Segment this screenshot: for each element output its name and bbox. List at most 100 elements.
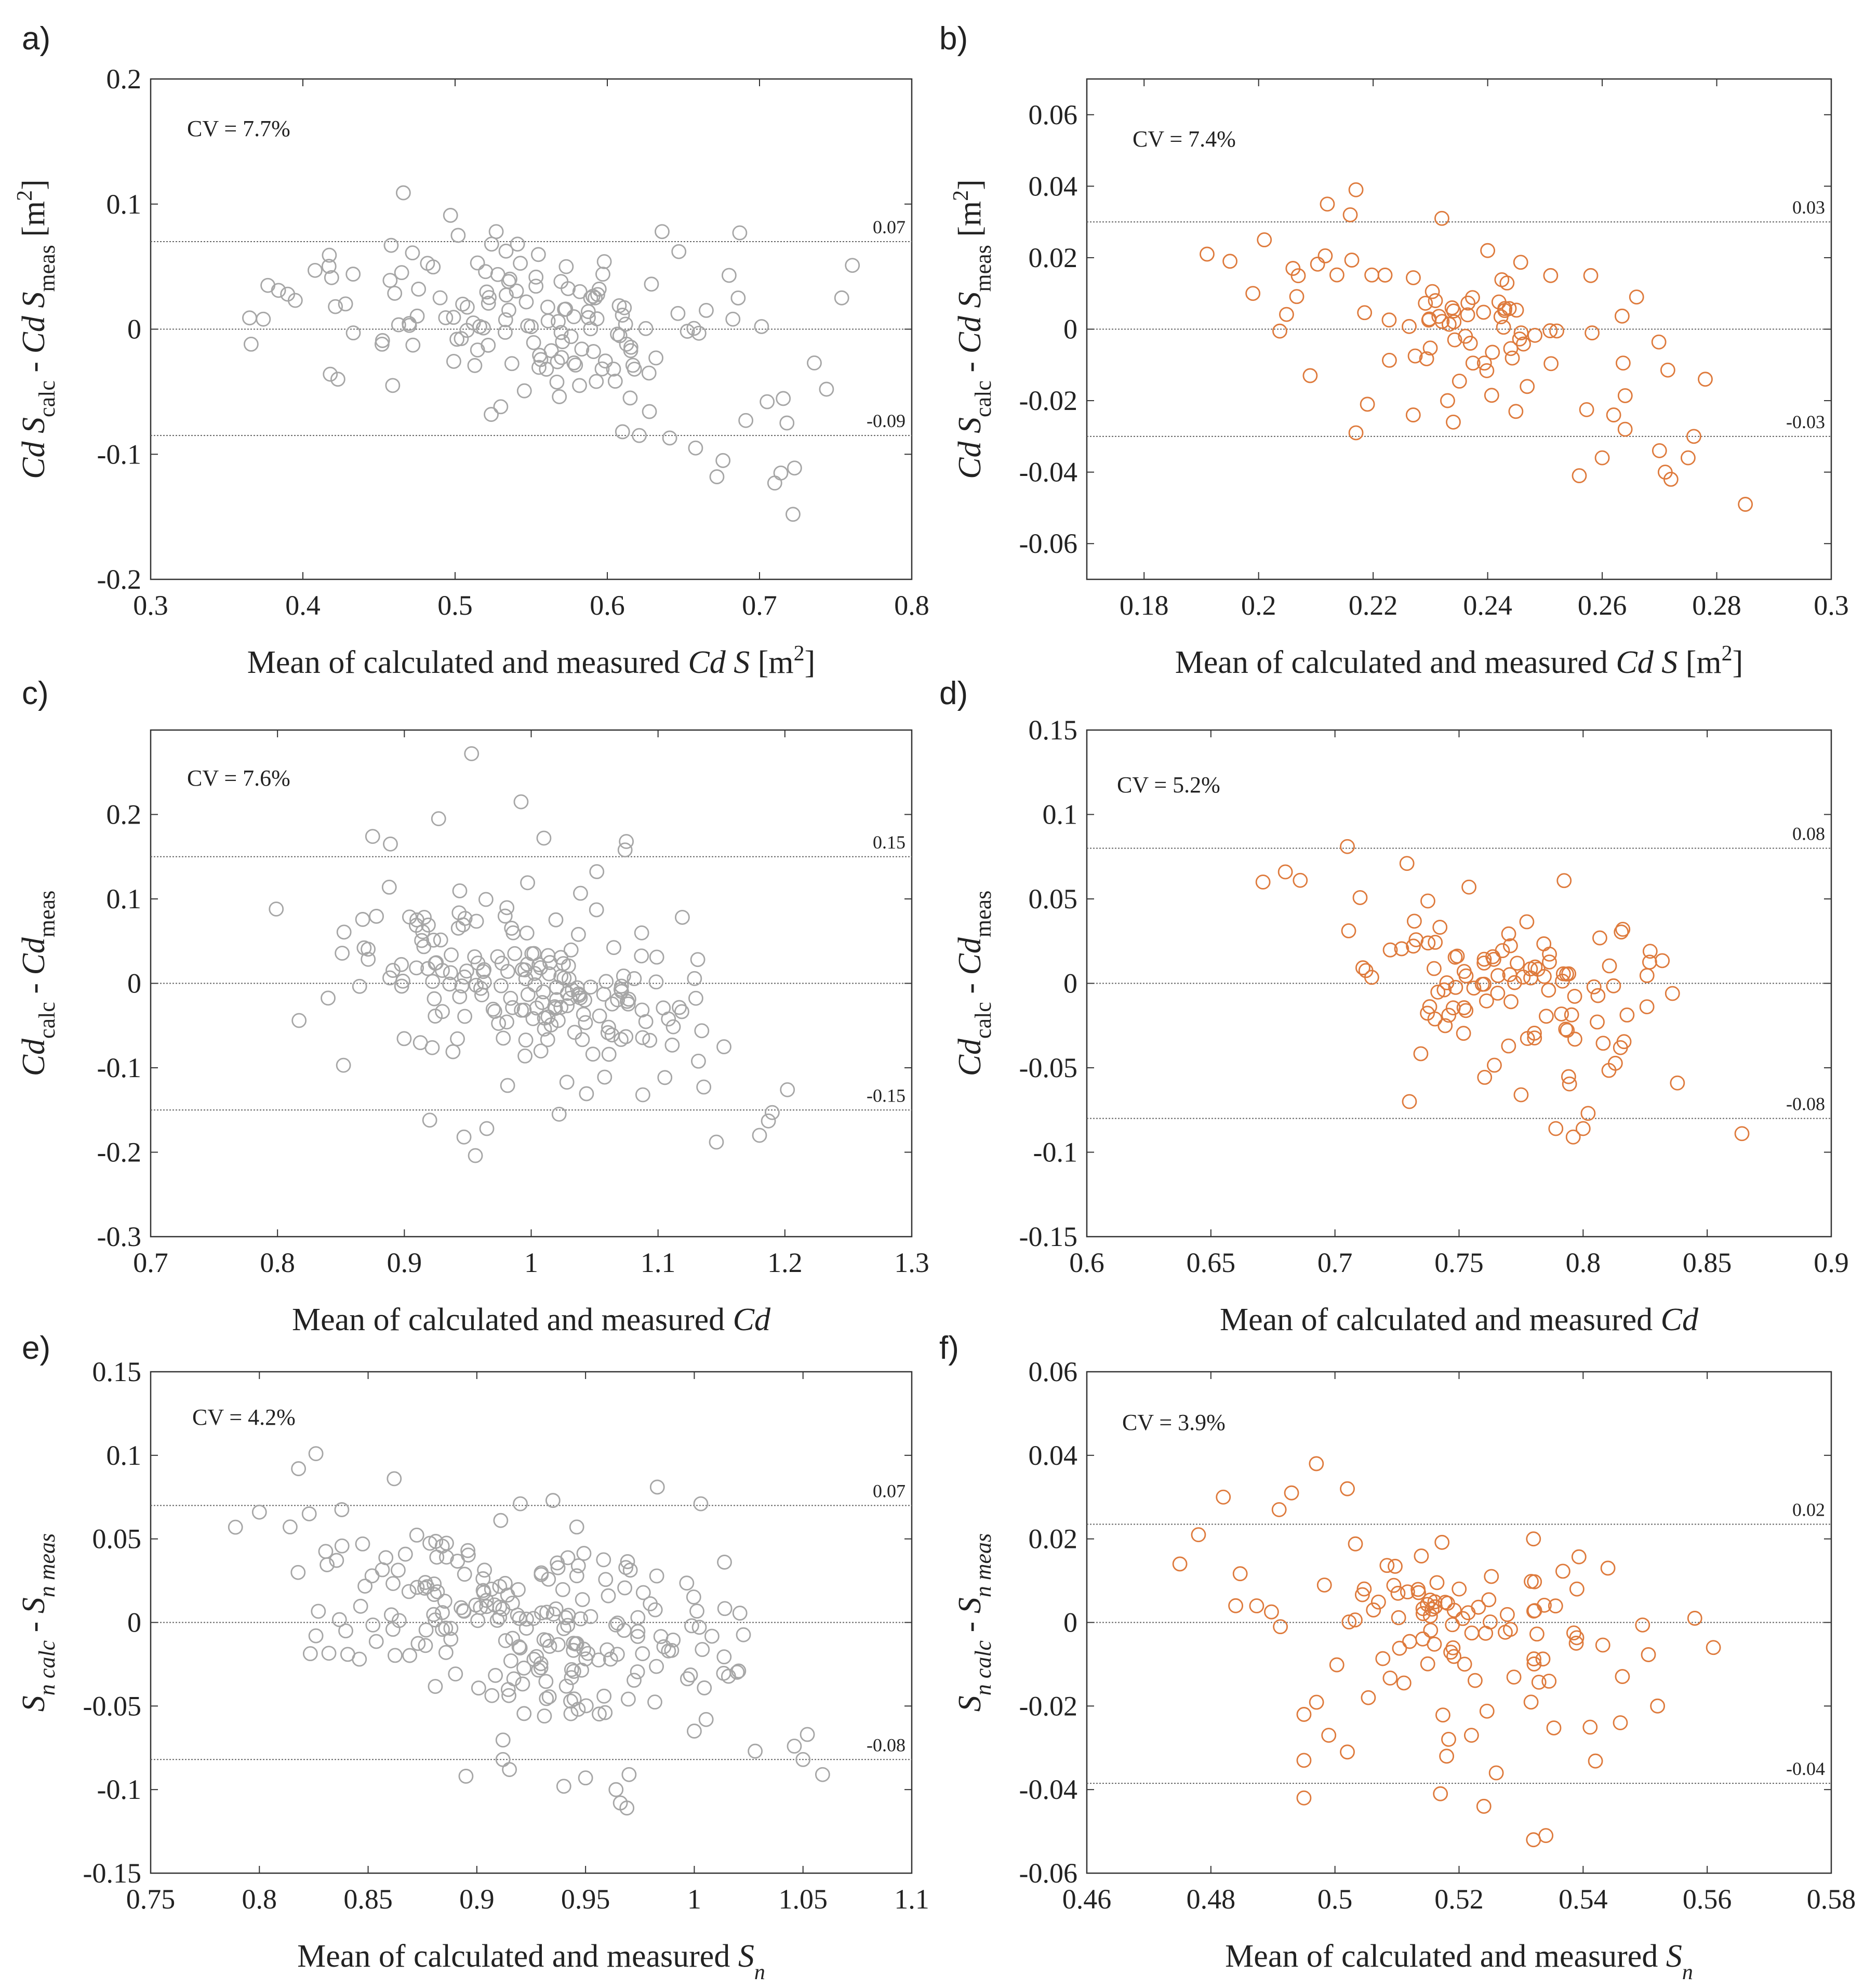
data-point [600,1642,615,1658]
data-point [1580,1106,1596,1121]
data-point [514,1002,529,1018]
x-tick-label: 0.75 [126,1884,176,1915]
data-point [622,390,638,406]
data-point [454,331,469,347]
data-point [1360,396,1375,412]
data-point [443,965,458,980]
data-point [1228,1598,1244,1613]
x-tick-label: 0.4 [285,590,321,621]
data-point [1390,1585,1406,1601]
data-point [725,311,741,327]
data-point [495,1732,511,1748]
data-point [369,909,384,924]
data-point [319,1557,335,1572]
data-point [615,424,630,440]
data-point [435,963,450,978]
data-point [1476,355,1492,371]
x-tick-label: 0.75 [1434,1247,1484,1278]
data-point [671,244,687,259]
x-tick-label: 0.8 [260,1247,295,1278]
data-point [458,1769,474,1784]
data-point [335,946,350,961]
data-point [492,1579,508,1594]
data-point [1405,407,1421,422]
data-point [716,1665,731,1681]
data-point [1432,920,1448,935]
data-point [1407,348,1423,364]
data-point [517,1048,532,1064]
data-point [1641,1647,1656,1662]
data-point [450,228,466,243]
data-point [330,372,345,387]
data-point [1476,1798,1492,1814]
data-point [1375,1651,1391,1666]
data-point [290,1565,306,1580]
data-point [592,1706,607,1722]
data-point [609,1647,625,1662]
data-point [1396,1675,1412,1691]
data-point [388,1648,403,1663]
data-point [1420,1005,1435,1021]
data-point [516,1706,532,1721]
data-point [1529,1626,1545,1642]
x-tick-label: 0.5 [437,590,473,621]
data-point [732,1606,748,1621]
data-point [443,1632,459,1647]
data-point [1348,1536,1363,1552]
data-point [566,1664,581,1679]
data-point [568,357,583,373]
data-point [518,1621,534,1636]
y-tick-label: -0.04 [1019,457,1077,488]
data-point [1681,450,1696,466]
data-point [1617,388,1633,403]
data-point [616,1623,632,1638]
data-point [566,309,581,324]
data-point [329,1553,344,1568]
data-point [574,1662,589,1678]
data-point [1465,355,1481,371]
data-point [578,1015,593,1030]
data-point [525,1011,541,1026]
data-point [665,1019,681,1035]
data-point [617,842,633,858]
data-point [334,1538,350,1554]
data-point [672,1000,687,1015]
data-point [1289,289,1304,304]
data-point [534,1605,549,1621]
data-point [691,1053,706,1069]
x-tick-label: 0.8 [242,1884,277,1915]
x-tick-label: 0.7 [1317,1247,1353,1278]
data-point [1686,429,1701,444]
data-point [519,1611,534,1627]
data-point [800,1727,815,1742]
x-tick-label: 0.65 [1187,1247,1236,1278]
data-point [1296,1707,1312,1722]
data-point [1424,284,1440,299]
data-point [561,971,577,987]
data-point [361,951,376,967]
cv-label: CV = 7.6% [187,765,290,791]
data-point [558,1678,574,1694]
panel-a: a) 0.07 -0.09 0.3 0.4 0.5 0.6 0.7 0.8 -0.2 -0.1 0 0.… [13,21,929,680]
data-point [481,338,496,353]
data-point [591,1652,606,1668]
data-point [504,356,520,372]
data-point [1445,1640,1461,1655]
data-point [470,1613,486,1628]
data-point [1502,938,1518,953]
data-point [795,1752,811,1767]
data-point [435,1004,450,1019]
data-point [291,1461,307,1476]
data-point [1602,958,1617,974]
data-point [1486,951,1501,967]
data-point [674,1004,689,1019]
data-point [1614,924,1629,940]
data-point [488,1668,503,1683]
data-point [1513,1087,1529,1103]
data-point [492,1609,508,1625]
data-point [550,1560,566,1575]
data-point [498,243,514,259]
data-point [1284,1485,1299,1501]
data-point [656,1000,671,1016]
data-point [515,1676,530,1692]
